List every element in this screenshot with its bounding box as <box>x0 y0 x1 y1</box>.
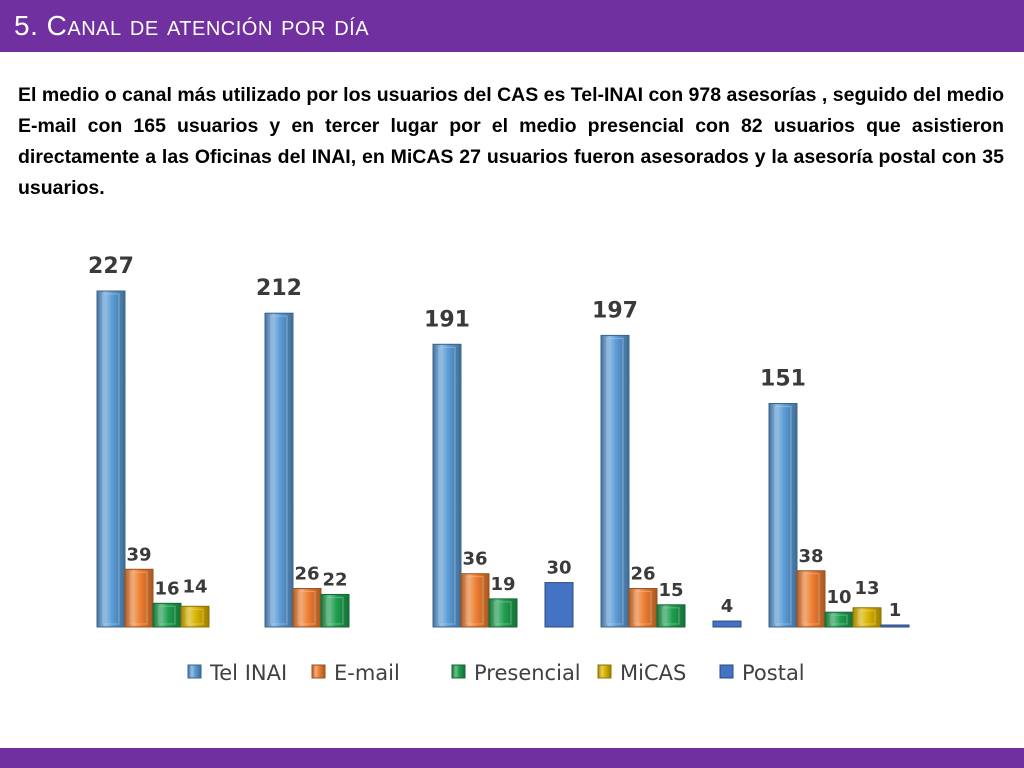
bar <box>124 568 154 628</box>
bar <box>768 402 798 628</box>
data-label: 227 <box>88 254 134 279</box>
bar-bevel <box>858 610 876 625</box>
bottom-bar <box>0 748 1024 768</box>
data-label: 1 <box>889 600 902 621</box>
legend-label: Tel INAI <box>209 661 287 685</box>
data-label: 38 <box>798 546 823 567</box>
data-label: 26 <box>294 564 319 585</box>
bar <box>656 604 686 628</box>
data-label: 197 <box>592 298 638 323</box>
bar <box>600 334 630 628</box>
summary-text: El medio o canal más utilizado por los u… <box>18 84 1004 199</box>
bar <box>628 588 658 628</box>
bar-bevel <box>634 591 652 625</box>
bar <box>292 588 322 628</box>
data-label: 212 <box>256 276 302 301</box>
bar-bevel <box>158 605 176 625</box>
bar-bevel <box>186 608 204 625</box>
bar <box>852 607 882 628</box>
bar <box>180 605 210 628</box>
bar <box>96 290 126 628</box>
legend-label: Postal <box>742 661 805 685</box>
bar <box>824 611 854 628</box>
bar <box>432 343 462 628</box>
data-label: 39 <box>126 544 151 565</box>
bar-bevel <box>298 591 316 625</box>
bar-bevel <box>102 293 120 625</box>
legend-label: MiCAS <box>620 661 686 685</box>
bar-bevel <box>466 576 484 625</box>
legend-label: E-mail <box>334 661 400 685</box>
legend-swatch <box>719 664 734 679</box>
bar <box>460 573 490 628</box>
bar-bevel <box>606 337 624 625</box>
bar <box>880 624 910 628</box>
bar-bevel <box>270 315 288 625</box>
bar <box>320 593 350 628</box>
title-bar: 5. Canal de atención por día <box>0 0 1024 52</box>
data-label: 16 <box>154 578 179 599</box>
data-label: 26 <box>630 564 655 585</box>
data-label: 36 <box>462 549 487 570</box>
bar-bevel <box>830 614 848 625</box>
legend-swatch <box>187 664 202 679</box>
data-label: 10 <box>826 587 851 608</box>
data-label: 151 <box>760 366 806 391</box>
data-label: 22 <box>322 569 347 590</box>
bar <box>796 570 826 628</box>
bar <box>264 312 294 628</box>
legend-swatch <box>311 664 326 679</box>
bar-bevel <box>774 405 792 625</box>
bar <box>152 602 182 628</box>
legend-swatch <box>597 664 612 679</box>
bar-bevel <box>494 601 512 625</box>
bar-bevel <box>326 596 344 625</box>
slide-title: 5. Canal de atención por día <box>14 10 370 41</box>
bar-bevel <box>802 573 820 625</box>
bar <box>712 620 742 628</box>
data-label: 13 <box>854 578 879 599</box>
legend-label: Presencial <box>474 661 581 685</box>
bar-bevel <box>130 571 148 625</box>
legend-swatch <box>451 664 466 679</box>
bar-bevel <box>438 346 456 625</box>
data-label: 30 <box>546 558 571 579</box>
bar-bevel <box>662 607 680 625</box>
data-label: 4 <box>721 596 734 617</box>
bar <box>488 598 518 628</box>
bar <box>544 582 574 628</box>
data-label: 14 <box>182 576 207 597</box>
data-label: 191 <box>424 307 470 332</box>
data-label: 15 <box>658 580 683 601</box>
data-label: 19 <box>490 574 515 595</box>
